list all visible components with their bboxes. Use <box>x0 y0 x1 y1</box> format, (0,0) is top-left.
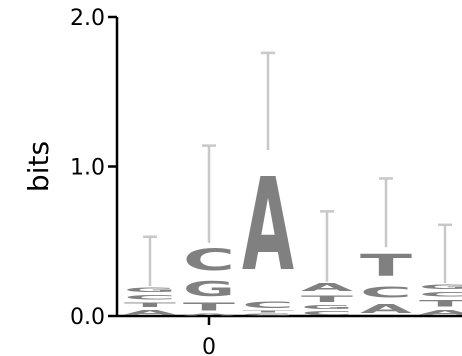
logo-letter-a-0: A <box>124 309 176 316</box>
logo-letter-c-4: C <box>360 283 412 301</box>
logo-letter-g-1: G <box>183 277 235 301</box>
logo-letter-a-2: A <box>242 151 294 300</box>
logo-letter-g-0: G <box>124 286 176 294</box>
logo-letter-t-5: T <box>419 298 462 308</box>
logo-letter-a-5: A <box>419 309 462 316</box>
logo-letter-c-0: C <box>124 294 176 301</box>
logo-letter-a-3: A <box>301 282 353 294</box>
y-ticks: 0.0 1.0 2.0 <box>70 6 117 330</box>
logo-letter-c-2: C <box>242 300 294 310</box>
error-bar-5 <box>438 223 452 284</box>
axes: 0.0 1.0 2.0 0 bits <box>22 6 462 356</box>
x-tick-label: 0 <box>202 335 216 356</box>
logo-letter-c-3: C <box>301 310 353 316</box>
x-ticks: 0 <box>202 316 216 356</box>
logo-letter-a-1: A <box>183 313 235 316</box>
logo-letter-g-3: G <box>301 304 353 310</box>
error-bar-4 <box>379 177 393 248</box>
logo-letter-c-1: C <box>183 243 235 277</box>
error-bar-0 <box>143 235 157 287</box>
logo-column-4: ACT <box>360 177 413 316</box>
logo-letter-t-1: T <box>183 301 235 313</box>
error-bar-1 <box>202 144 216 243</box>
logo-letter-t-4: T <box>360 247 412 283</box>
logo-letter-g-5: G <box>419 283 462 291</box>
y-axis-label: bits <box>22 141 55 192</box>
error-bar-3 <box>320 210 334 282</box>
y-tick-label-0: 0.0 <box>70 305 105 330</box>
logo-letter-t-3: T <box>301 294 353 304</box>
logo-letter-a-4: A <box>360 301 413 316</box>
logo-letter-t-2: T <box>242 310 294 313</box>
logo-letter-g-2: G <box>242 313 294 316</box>
error-bar-2 <box>261 51 275 151</box>
logo-columns: ATCGATGCGTCACGTAACTATCG <box>124 51 462 316</box>
y-tick-label-2: 2.0 <box>70 6 105 31</box>
logo-letter-t-0: T <box>124 301 176 308</box>
logo-letter-c-5: C <box>419 291 462 298</box>
y-tick-label-1: 1.0 <box>70 156 105 181</box>
